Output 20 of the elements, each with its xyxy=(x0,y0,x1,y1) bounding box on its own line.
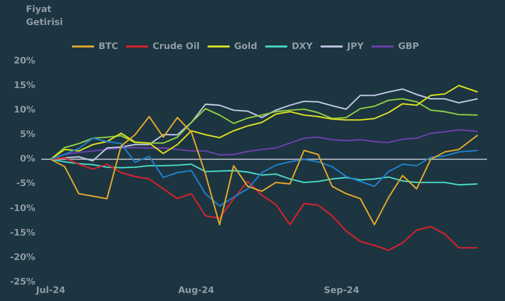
y-tick-label: -10% xyxy=(10,204,36,214)
y-tick-label: -15% xyxy=(10,228,36,238)
y-tick-label: 15% xyxy=(14,80,36,91)
y-tick-label: 10% xyxy=(14,106,36,116)
legend-label: BTC xyxy=(98,42,119,52)
legend-label: Crude Oil xyxy=(152,42,200,52)
legend-label: DXY xyxy=(292,42,314,52)
y-tick-label: -20% xyxy=(10,252,36,263)
x-tick-label: Aug-24 xyxy=(178,286,214,296)
y-tick-label: 20% xyxy=(14,56,36,66)
y-tick-label: 0% xyxy=(20,154,36,165)
x-tick-label: Sep-24 xyxy=(324,286,360,296)
y-axis-title: Fiyat Getirisi xyxy=(26,4,64,30)
legend-label: GBP xyxy=(398,42,420,52)
legend-label: JPY xyxy=(346,42,364,52)
x-tick-label: Jul-24 xyxy=(35,286,66,296)
y-tick-label: -25% xyxy=(10,278,36,288)
legend-label: Gold xyxy=(234,42,258,52)
y-tick-label: 5% xyxy=(20,130,36,140)
y-tick-label: -5% xyxy=(16,179,36,190)
